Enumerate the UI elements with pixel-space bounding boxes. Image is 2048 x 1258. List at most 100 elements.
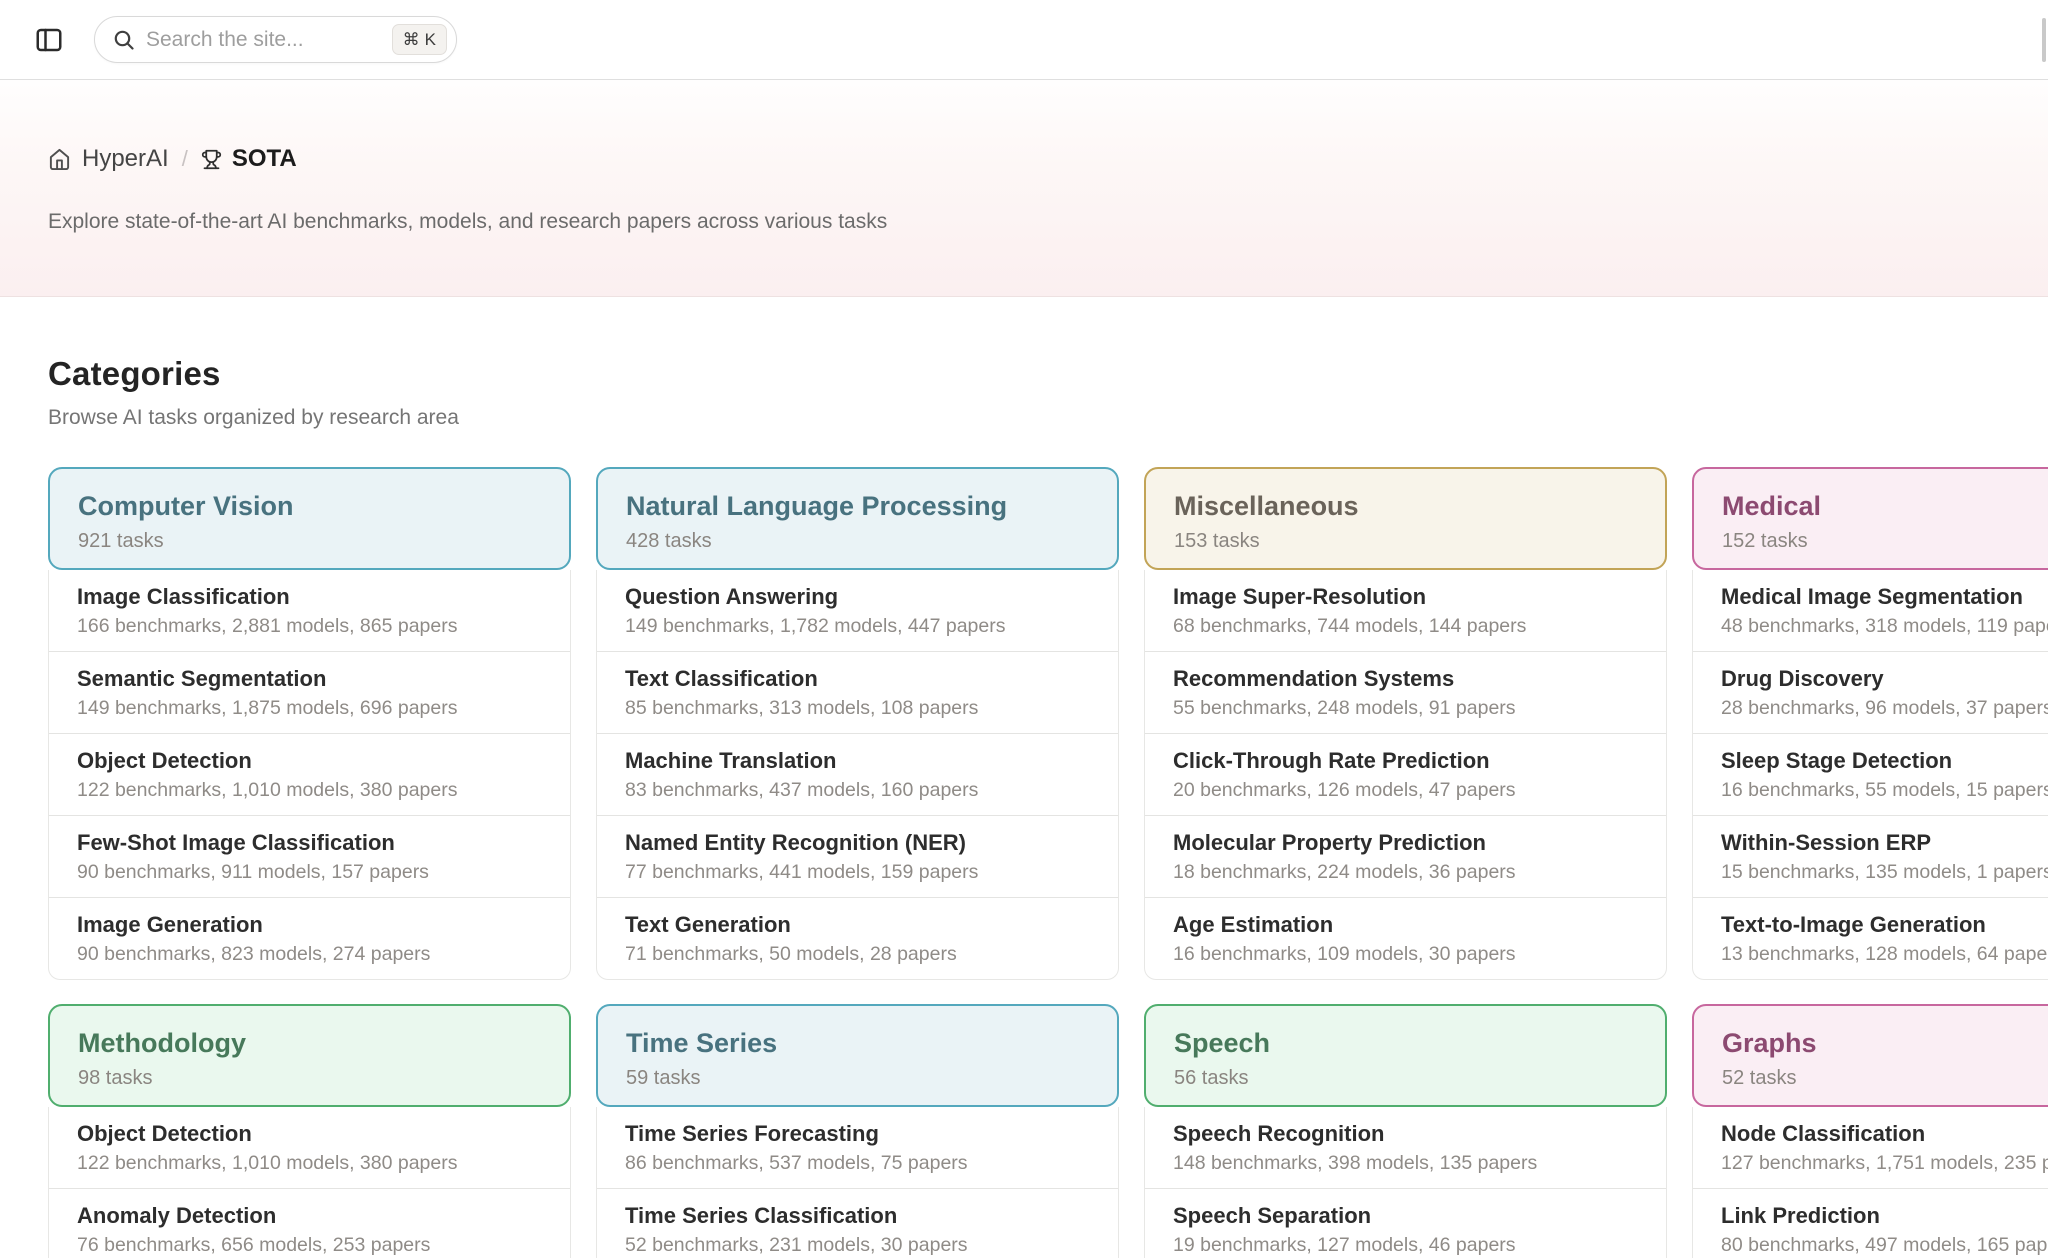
task-list-item[interactable]: Link Prediction 80 benchmarks, 497 model… [1693,1189,2048,1258]
category-task-count: 153 tasks [1174,530,1260,553]
search-input[interactable] [146,27,382,52]
task-title: Sleep Stage Detection [1721,747,1953,773]
section-heading: Categories [48,355,221,392]
task-list-item[interactable]: Within-Session ERP 15 benchmarks, 135 mo… [1693,816,2048,898]
breadcrumb-current[interactable]: SOTA [201,145,297,173]
task-list-item[interactable]: Medical Image Segmentation 48 benchmarks… [1693,570,2048,652]
trophy-icon [201,149,222,170]
category-task-list: Node Classification 127 benchmarks, 1,75… [1692,1106,2048,1258]
task-list-item[interactable]: Click-Through Rate Prediction 20 benchma… [1145,734,1666,816]
task-list-item[interactable]: Time Series Forecasting 86 benchmarks, 5… [597,1107,1118,1189]
task-stats: 55 benchmarks, 248 models, 91 papers [1173,696,1516,719]
category-header[interactable]: Speech 56 tasks [1144,1003,1667,1107]
task-list-item[interactable]: Time Series Classification 52 benchmarks… [597,1189,1118,1258]
category-task-count: 98 tasks [78,1067,153,1090]
category-task-list: Question Answering 149 benchmarks, 1,782… [596,570,1119,980]
category-task-count: 428 tasks [626,530,712,553]
category-task-list: Object Detection 122 benchmarks, 1,010 m… [48,1106,571,1258]
category-header[interactable]: Time Series 59 tasks [596,1003,1119,1107]
hero-banner: HyperAI / SOTA Explore state-of-the-art … [0,80,2048,297]
task-list-item[interactable]: Text Generation 71 benchmarks, 50 models… [597,898,1118,979]
breadcrumb-separator: / [181,146,188,171]
category-header[interactable]: Computer Vision 921 tasks [48,467,571,570]
task-title: Text Classification [625,665,818,691]
task-list-item[interactable]: Recommendation Systems 55 benchmarks, 24… [1145,652,1666,734]
task-list-item[interactable]: Image Super-Resolution 68 benchmarks, 74… [1145,570,1666,652]
task-list-item[interactable]: Object Detection 122 benchmarks, 1,010 m… [49,734,570,816]
category-card: Graphs 52 tasks Node Classification 127 … [1692,1003,2048,1258]
category-header[interactable]: Miscellaneous 153 tasks [1144,467,1667,570]
task-stats: 16 benchmarks, 55 models, 15 papers [1721,778,2048,801]
task-list-item[interactable]: Machine Translation 83 benchmarks, 437 m… [597,734,1118,816]
breadcrumb-home-link[interactable]: HyperAI [48,145,169,173]
category-title: Medical [1722,491,1822,521]
section-subheading: Browse AI tasks organized by research ar… [48,406,459,429]
task-list-item[interactable]: Drug Discovery 28 benchmarks, 96 models,… [1693,652,2048,734]
task-stats: 68 benchmarks, 744 models, 144 papers [1173,614,1527,637]
task-title: Click-Through Rate Prediction [1173,747,1490,773]
task-title: Machine Translation [625,747,837,773]
task-list-item[interactable]: Text-to-Image Generation 13 benchmarks, … [1693,898,2048,979]
task-title: Molecular Property Prediction [1173,829,1486,855]
task-stats: 13 benchmarks, 128 models, 64 papers [1721,942,2048,965]
task-list-item[interactable]: Age Estimation 16 benchmarks, 109 models… [1145,898,1666,979]
task-title: Text Generation [625,911,791,937]
category-task-list: Image Classification 166 benchmarks, 2,8… [48,570,571,980]
task-stats: 71 benchmarks, 50 models, 28 papers [625,942,957,965]
task-stats: 80 benchmarks, 497 models, 165 papers [1721,1233,2048,1256]
task-title: Medical Image Segmentation [1721,584,2023,609]
category-header[interactable]: Medical 152 tasks [1692,467,2048,570]
task-stats: 83 benchmarks, 437 models, 160 papers [625,778,979,801]
category-task-list: Image Super-Resolution 68 benchmarks, 74… [1144,570,1667,980]
task-list-item[interactable]: Few-Shot Image Classification 90 benchma… [49,816,570,898]
task-list-item[interactable]: Named Entity Recognition (NER) 77 benchm… [597,816,1118,898]
task-stats: 76 benchmarks, 656 models, 253 papers [77,1233,431,1256]
category-header[interactable]: Methodology 98 tasks [48,1003,571,1107]
task-list-item[interactable]: Molecular Property Prediction 18 benchma… [1145,816,1666,898]
task-list-item[interactable]: Speech Separation 19 benchmarks, 127 mod… [1145,1189,1666,1258]
task-list-item[interactable]: Speech Recognition 148 benchmarks, 398 m… [1145,1107,1666,1189]
task-stats: 149 benchmarks, 1,782 models, 447 papers [625,614,1006,637]
task-title: Node Classification [1721,1120,1926,1146]
task-title: Question Answering [625,584,839,609]
category-task-count: 152 tasks [1722,530,1808,553]
sidebar-toggle-button[interactable] [30,21,68,59]
category-header[interactable]: Natural Language Processing 428 tasks [596,467,1119,570]
task-list-item[interactable]: Semantic Segmentation 149 benchmarks, 1,… [49,652,570,734]
category-task-count: 52 tasks [1722,1067,1797,1090]
categories-grid: Computer Vision 921 tasks Image Classifi… [48,467,2048,1258]
task-list-item[interactable]: Text Classification 85 benchmarks, 313 m… [597,652,1118,734]
task-stats: 19 benchmarks, 127 models, 46 papers [1173,1233,1516,1256]
task-list-item[interactable]: Sleep Stage Detection 16 benchmarks, 55 … [1693,734,2048,816]
task-list-item[interactable]: Node Classification 127 benchmarks, 1,75… [1693,1107,2048,1189]
task-list-item[interactable]: Image Generation 90 benchmarks, 823 mode… [49,898,570,979]
category-card: Computer Vision 921 tasks Image Classifi… [48,467,571,980]
category-header[interactable]: Graphs 52 tasks [1692,1003,2048,1107]
keyboard-shortcut-badge: ⌘ K [391,24,447,55]
task-title: Object Detection [77,1120,252,1146]
task-list-item[interactable]: Anomaly Detection 76 benchmarks, 656 mod… [49,1189,570,1258]
task-title: Few-Shot Image Classification [77,829,395,855]
task-title: Image Classification [77,584,290,609]
task-title: Drug Discovery [1721,665,1884,691]
category-card: Miscellaneous 153 tasks Image Super-Reso… [1144,467,1667,980]
task-list-item[interactable]: Object Detection 122 benchmarks, 1,010 m… [49,1107,570,1189]
category-title: Methodology [78,1027,246,1058]
site-search[interactable]: ⌘K [94,16,457,63]
task-list-item[interactable]: Question Answering 149 benchmarks, 1,782… [597,570,1118,652]
task-stats: 149 benchmarks, 1,875 models, 696 papers [77,696,458,719]
category-task-count: 59 tasks [626,1067,701,1090]
category-card: Natural Language Processing 428 tasks Qu… [596,467,1119,980]
task-title: Semantic Segmentation [77,665,327,691]
vertical-scrollbar-thumb[interactable] [2042,18,2046,62]
breadcrumb-current-label: SOTA [231,145,297,172]
task-stats: 28 benchmarks, 96 models, 37 papers [1721,696,2048,719]
category-title: Natural Language Processing [626,491,1008,521]
task-title: Speech Separation [1173,1202,1372,1228]
task-stats: 90 benchmarks, 911 models, 157 papers [77,860,429,883]
task-title: Image Super-Resolution [1173,584,1427,609]
task-list-item[interactable]: Image Classification 166 benchmarks, 2,8… [49,570,570,652]
task-title: Speech Recognition [1173,1120,1385,1146]
task-title: Link Prediction [1721,1202,1880,1228]
panel-left-icon [34,25,64,55]
